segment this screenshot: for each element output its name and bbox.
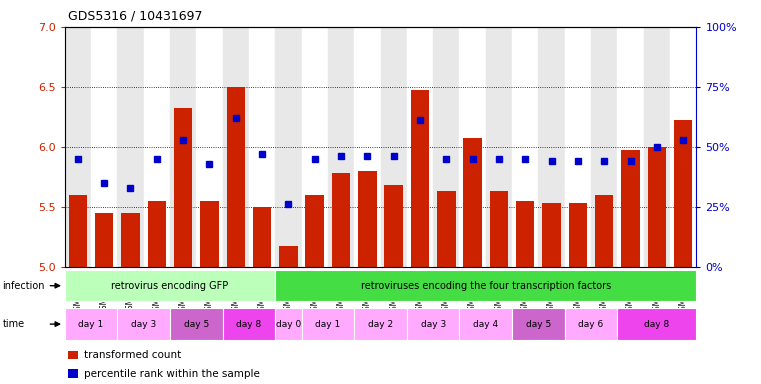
Bar bbox=[621, 151, 640, 267]
Bar bbox=[648, 147, 666, 267]
Bar bbox=[384, 185, 403, 267]
Bar bbox=[460, 308, 512, 340]
Text: day 1: day 1 bbox=[78, 319, 103, 329]
Bar bbox=[174, 108, 193, 267]
Bar bbox=[332, 173, 350, 267]
Bar bbox=[617, 308, 696, 340]
Bar bbox=[275, 27, 301, 267]
Bar bbox=[200, 201, 218, 267]
Bar bbox=[144, 27, 170, 267]
Text: time: time bbox=[2, 319, 24, 329]
Bar bbox=[354, 308, 407, 340]
Bar bbox=[328, 27, 354, 267]
Bar bbox=[565, 308, 617, 340]
Bar bbox=[196, 27, 222, 267]
Bar bbox=[148, 201, 166, 267]
Text: day 5: day 5 bbox=[526, 319, 551, 329]
Bar bbox=[674, 121, 693, 267]
Bar bbox=[68, 195, 87, 267]
Bar bbox=[301, 308, 354, 340]
Bar bbox=[95, 213, 113, 267]
Bar bbox=[91, 27, 117, 267]
Bar bbox=[170, 27, 196, 267]
Bar bbox=[65, 308, 117, 340]
Text: percentile rank within the sample: percentile rank within the sample bbox=[84, 369, 260, 379]
Bar bbox=[411, 91, 429, 267]
Bar bbox=[253, 207, 271, 267]
Bar bbox=[512, 308, 565, 340]
Bar bbox=[565, 27, 591, 267]
Bar bbox=[595, 195, 613, 267]
Bar bbox=[591, 27, 617, 267]
Bar bbox=[121, 213, 140, 267]
Bar bbox=[433, 27, 460, 267]
Text: day 2: day 2 bbox=[368, 319, 393, 329]
Bar bbox=[249, 27, 275, 267]
Text: day 8: day 8 bbox=[645, 319, 670, 329]
Bar bbox=[490, 191, 508, 267]
Bar bbox=[358, 171, 377, 267]
Text: day 3: day 3 bbox=[421, 319, 446, 329]
Text: infection: infection bbox=[2, 281, 45, 291]
Bar bbox=[279, 247, 298, 267]
Bar bbox=[301, 27, 328, 267]
Bar bbox=[354, 27, 380, 267]
Bar bbox=[463, 139, 482, 267]
Text: day 8: day 8 bbox=[236, 319, 262, 329]
Bar bbox=[223, 27, 249, 267]
Bar bbox=[512, 27, 539, 267]
Bar bbox=[568, 203, 587, 267]
Text: retrovirus encoding GFP: retrovirus encoding GFP bbox=[111, 281, 228, 291]
Text: day 6: day 6 bbox=[578, 319, 603, 329]
Bar bbox=[486, 27, 512, 267]
Bar bbox=[670, 27, 696, 267]
Bar bbox=[65, 27, 91, 267]
Bar bbox=[516, 201, 534, 267]
Text: day 3: day 3 bbox=[131, 319, 156, 329]
Bar bbox=[65, 270, 275, 301]
Bar bbox=[460, 27, 486, 267]
Text: day 5: day 5 bbox=[183, 319, 209, 329]
Bar bbox=[380, 27, 407, 267]
Bar bbox=[644, 27, 670, 267]
Bar bbox=[543, 203, 561, 267]
Text: retroviruses encoding the four transcription factors: retroviruses encoding the four transcrip… bbox=[361, 281, 611, 291]
Bar bbox=[305, 195, 324, 267]
Bar bbox=[539, 27, 565, 267]
Bar bbox=[227, 87, 245, 267]
Bar bbox=[437, 191, 456, 267]
Bar bbox=[117, 308, 170, 340]
Bar bbox=[407, 27, 433, 267]
Bar bbox=[617, 27, 644, 267]
Bar bbox=[117, 27, 144, 267]
Text: day 4: day 4 bbox=[473, 319, 498, 329]
Text: day 0: day 0 bbox=[275, 319, 301, 329]
Text: transformed count: transformed count bbox=[84, 350, 182, 360]
Bar bbox=[170, 308, 223, 340]
Bar bbox=[275, 270, 696, 301]
Bar bbox=[275, 308, 301, 340]
Text: GDS5316 / 10431697: GDS5316 / 10431697 bbox=[68, 10, 203, 23]
Bar bbox=[407, 308, 460, 340]
Text: day 1: day 1 bbox=[315, 319, 340, 329]
Bar bbox=[223, 308, 275, 340]
